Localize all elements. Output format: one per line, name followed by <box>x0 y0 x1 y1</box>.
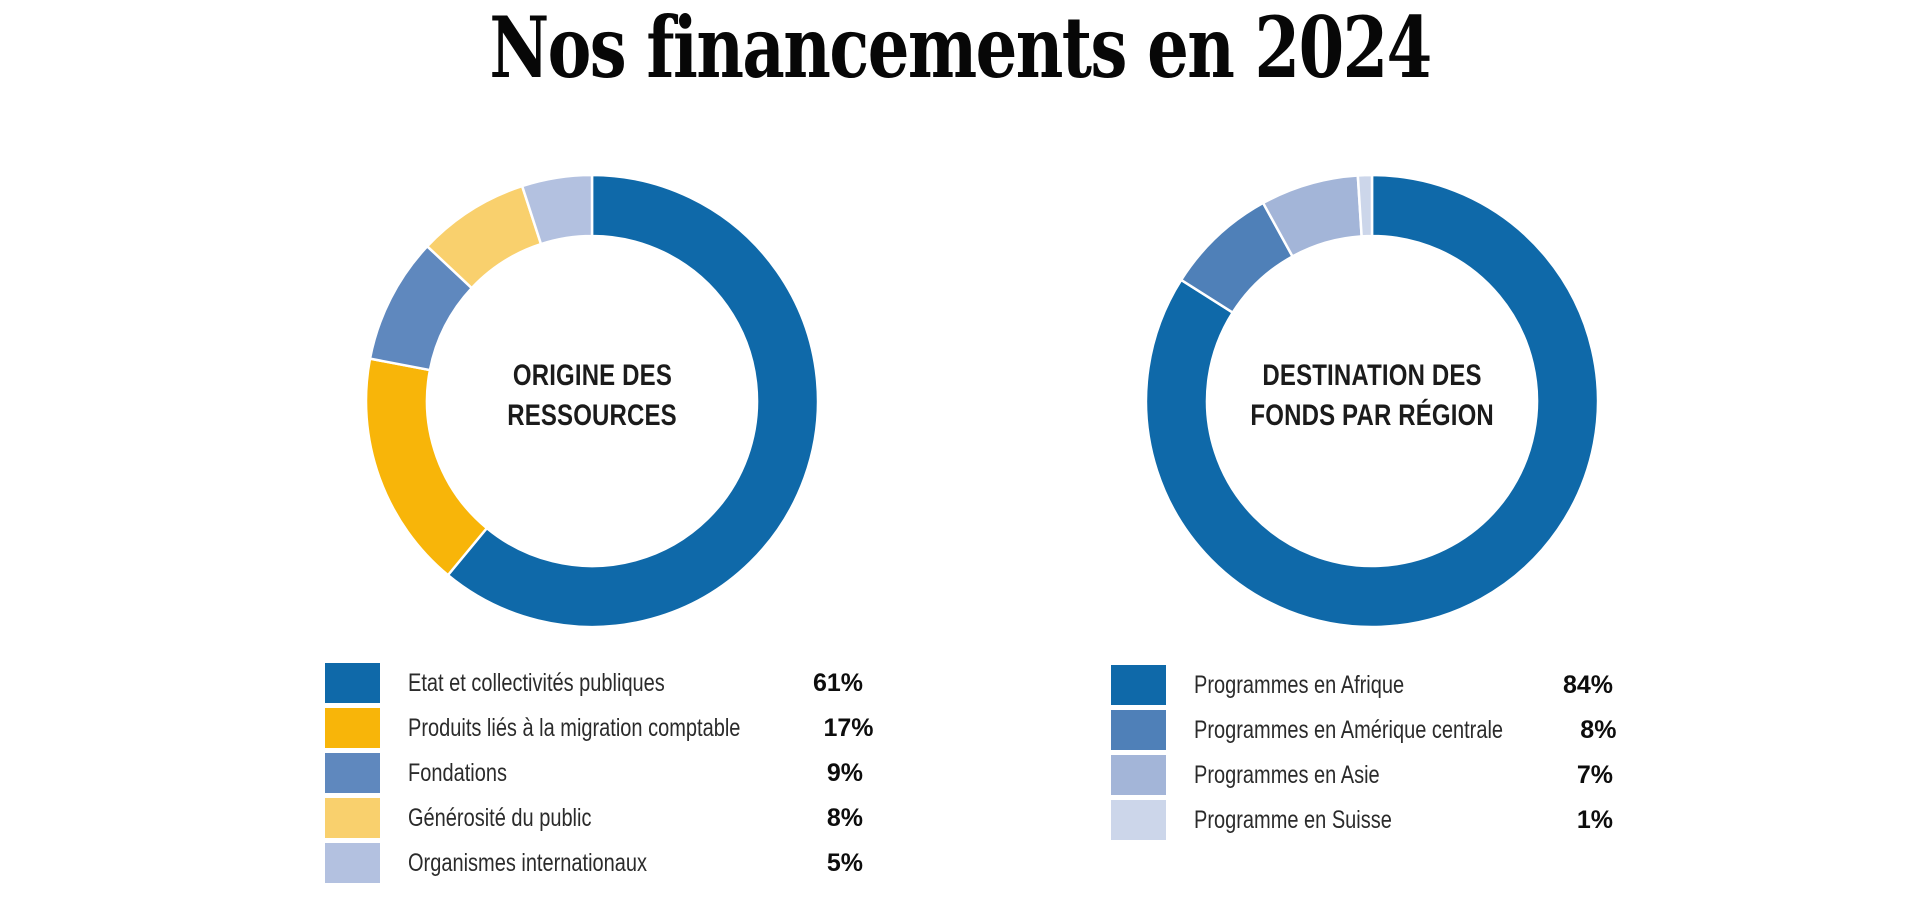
legend-value: 1% <box>1576 805 1613 834</box>
legend-value: 17% <box>823 713 874 742</box>
legend-row-programmes-en-asie: Programmes en Asie 7% <box>1111 755 1613 795</box>
legend-label: Programmes en Afrique <box>1194 670 1405 699</box>
legend-color-swatch <box>325 753 380 793</box>
legend-label: Programme en Suisse <box>1194 805 1392 834</box>
legend-label: Programmes en Amérique centrale <box>1194 715 1504 744</box>
legend-row-produits-lies-a-la-migration-comptable: Produits liés à la migration comptable 17… <box>325 708 874 748</box>
legend-label: Programmes en Asie <box>1194 760 1380 789</box>
legend-color-swatch <box>1111 710 1166 750</box>
legend-label: Etat et collectivités publiques <box>408 668 665 697</box>
legend-value: 84% <box>1562 670 1613 699</box>
legend-value: 61% <box>812 668 863 697</box>
legend-row-etat-et-collectivites-publiques: Etat et collectivités publiques 61% <box>325 663 863 703</box>
legend-value: 9% <box>826 758 863 787</box>
legend-color-swatch <box>325 843 380 883</box>
legend-row-programmes-en-afrique: Programmes en Afrique 84% <box>1111 665 1613 705</box>
legend-label: Produits liés à la migration comptable <box>408 713 741 742</box>
legend-row-organismes-internationaux: Organismes internationaux 5% <box>325 843 863 883</box>
legend-color-swatch <box>325 663 380 703</box>
donut-slice-etat-et-collectivites-publiques <box>446 173 820 629</box>
donut-slice-produits-lies-a-la-migration-comptable <box>364 357 489 577</box>
legend-color-swatch <box>325 798 380 838</box>
legend-color-swatch <box>1111 665 1166 705</box>
legend-value: 5% <box>826 848 863 877</box>
legend-color-swatch <box>325 708 380 748</box>
legend-color-swatch <box>1111 800 1166 840</box>
legend-value: 7% <box>1576 760 1613 789</box>
donut-slice-programme-en-suisse <box>1356 173 1374 238</box>
donut-slice-programmes-en-afrique <box>1144 173 1600 629</box>
legend-destination-des-fonds: Programmes en Afrique 84% Programmes en Am… <box>1111 665 1617 840</box>
legend-label: Générosité du public <box>408 803 592 832</box>
donut-chart-destination-des-fonds <box>1144 173 1600 629</box>
legend-row-programmes-en-amerique-centrale: Programmes en Amérique centrale 8% <box>1111 710 1617 750</box>
legend-color-swatch <box>1111 755 1166 795</box>
legend-value: 8% <box>826 803 863 832</box>
legend-label: Fondations <box>408 758 507 787</box>
legend-row-generosite-du-public: Générosité du public 8% <box>325 798 863 838</box>
legend-row-fondations: Fondations 9% <box>325 753 863 793</box>
donut-slice-organismes-internationaux <box>520 173 594 246</box>
legend-row-programme-en-suisse: Programme en Suisse 1% <box>1111 800 1613 840</box>
legend-label: Organismes internationaux <box>408 848 648 877</box>
legend-origine-des-ressources: Etat et collectivités publiques 61% Produi… <box>325 663 874 883</box>
legend-value: 8% <box>1580 715 1617 744</box>
page-title: Nos financements en 2024 <box>489 0 1432 97</box>
donut-chart-origine-des-ressources <box>364 173 820 629</box>
